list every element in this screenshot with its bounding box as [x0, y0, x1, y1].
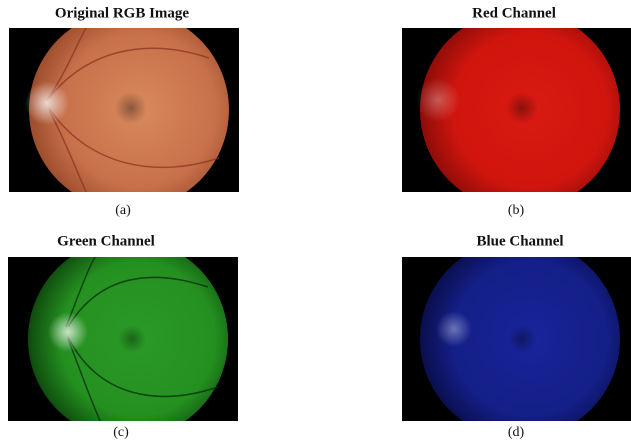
figure: Original RGB Image (a) Red Channel (b) G…	[0, 0, 631, 443]
panel: Red Channel (b)	[402, 5, 631, 218]
panel-caption: (c)	[113, 425, 129, 440]
panel-caption: (a)	[115, 203, 131, 218]
panel: Original RGB Image (a)	[9, 5, 239, 218]
image	[402, 10, 631, 210]
panel-caption: (b)	[508, 203, 525, 218]
panel-title: Blue Channel	[476, 233, 563, 249]
image	[8, 239, 238, 439]
image	[9, 10, 239, 210]
panel: Blue Channel (d)	[402, 233, 631, 440]
panel-caption: (d)	[508, 425, 525, 440]
panel-title: Original RGB Image	[55, 5, 190, 21]
panel-title: Green Channel	[57, 233, 155, 249]
panel-title: Red Channel	[472, 5, 556, 21]
image	[402, 239, 631, 439]
panel: Green Channel (c)	[8, 233, 238, 440]
